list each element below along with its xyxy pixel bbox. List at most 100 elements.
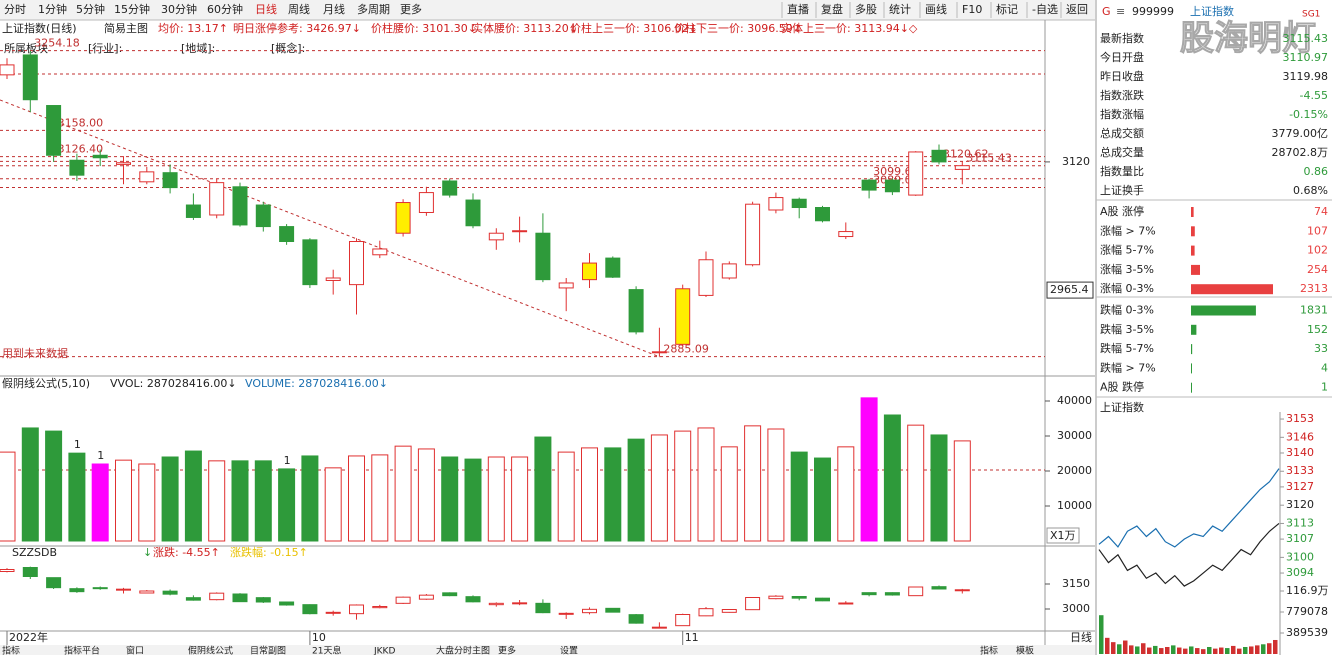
watermark: 股海明灯 — [1180, 19, 1316, 59]
tab[interactable]: 多股 — [855, 2, 877, 16]
volume-bar — [68, 452, 86, 542]
volume-bar — [907, 424, 925, 542]
tab[interactable]: 返回 — [1066, 3, 1088, 16]
quote-value: -0.15% — [1289, 108, 1328, 121]
candle-body — [582, 262, 597, 281]
sub-candle-body — [488, 602, 504, 606]
breadth-bar — [1191, 305, 1256, 316]
sub-candle-body — [745, 597, 761, 611]
sub-candle-body — [0, 569, 15, 572]
sub-candle-body — [372, 606, 388, 609]
candle-body — [255, 204, 271, 228]
x-tick-label: 11 — [685, 631, 699, 644]
tab[interactable]: 更多 — [400, 2, 422, 16]
tab[interactable]: 周线 — [288, 2, 310, 16]
volume-bar — [744, 425, 762, 542]
sector: [地域]: — [181, 42, 215, 55]
sub-candle-body — [512, 602, 528, 605]
quote-label: 指数涨跌 — [1100, 88, 1144, 102]
candle-body — [139, 171, 155, 183]
candle-body — [605, 257, 621, 278]
y-tick-label: 3107 — [1286, 532, 1314, 545]
volume-bar — [720, 446, 738, 542]
tab[interactable]: 30分钟 — [161, 2, 197, 16]
breadth-label: 涨幅 3-5% — [1100, 263, 1154, 276]
candle-body — [232, 186, 248, 226]
tab[interactable]: -自选 — [1032, 3, 1058, 16]
mini-volume-bar — [1183, 648, 1188, 654]
sub-candle-body — [675, 614, 691, 627]
quote-value: 0.68% — [1293, 184, 1328, 197]
tab[interactable]: 多周期 — [357, 2, 390, 16]
volume-bar — [464, 458, 482, 542]
candle-body — [931, 149, 947, 163]
template[interactable]: 简易主图 — [104, 21, 148, 35]
sub-candle-body — [418, 594, 434, 600]
breadth-count: 254 — [1307, 263, 1328, 276]
mini-volume-bar — [1129, 645, 1134, 654]
menu[interactable]: ≡ — [1116, 5, 1125, 18]
bottom-tab[interactable]: 设置 — [560, 646, 578, 655]
tab[interactable]: 分时 — [4, 3, 26, 16]
y-tick-label: 30000 — [1057, 429, 1092, 442]
mini-volume-bar — [1105, 637, 1110, 654]
bottom-tab[interactable]: 指标平台 — [64, 645, 100, 655]
y-tick-label: 3127 — [1286, 480, 1314, 493]
tab[interactable]: 15分钟 — [114, 2, 150, 16]
period-label: 日线 — [1070, 630, 1092, 644]
candle-body — [721, 263, 737, 279]
sub-candle-body — [349, 604, 364, 615]
tab[interactable]: 5分钟 — [76, 2, 105, 16]
quote-value: -4.55 — [1300, 89, 1328, 102]
x-tick-label: 10 — [312, 631, 326, 644]
bottom-tab[interactable]: 指标 — [980, 645, 998, 655]
tab[interactable]: 月线 — [323, 2, 345, 16]
tab[interactable]: 1分钟 — [38, 2, 67, 16]
breadth-count: 107 — [1307, 224, 1328, 237]
tab[interactable]: 统计 — [889, 3, 911, 16]
candle-body — [349, 241, 364, 286]
breadth-label: 涨幅 0-3% — [1100, 282, 1154, 295]
bottom-tab[interactable]: 21天息 — [312, 645, 341, 655]
volume-mark: 1 — [74, 438, 81, 451]
candle-body — [92, 154, 108, 159]
breadth-count: 1831 — [1300, 304, 1328, 317]
tab[interactable]: 复盘 — [821, 2, 843, 16]
mini-volume-bar — [1249, 646, 1254, 654]
y-tick-label: 3146 — [1286, 430, 1314, 443]
candle-body — [488, 232, 504, 241]
bottom-tab[interactable]: 指标 — [2, 645, 20, 655]
candle-body — [628, 289, 644, 333]
sub-candle-body — [628, 614, 644, 624]
sub-candle-body — [442, 592, 458, 597]
bottom-tab[interactable]: JKKD — [373, 647, 395, 655]
price-label: 3158.00 — [58, 116, 104, 129]
volume-header: 假阴线公式(5,10) — [2, 376, 90, 390]
quote-label: 最新指数 — [1100, 31, 1144, 45]
bottom-tab[interactable]: 目常副图 — [250, 645, 286, 655]
volume-bar — [511, 456, 529, 542]
sub-candle-body — [651, 626, 667, 629]
volume-bar — [627, 438, 645, 542]
bottom-tab[interactable]: 大盘分时主图 — [436, 645, 490, 655]
tab[interactable]: 画线 — [925, 2, 947, 16]
volume-bar — [581, 447, 598, 542]
mini-line — [1098, 522, 1280, 587]
tab[interactable]: 标记 — [996, 2, 1018, 16]
volume-bar — [301, 455, 319, 542]
tab[interactable]: 直播 — [787, 2, 809, 16]
unit-box — [1046, 527, 1080, 544]
mini-volume-bar — [1177, 647, 1182, 654]
bottom-tab[interactable]: 模板 — [1016, 645, 1034, 655]
volume-bar — [138, 463, 156, 542]
tab[interactable]: F10 — [962, 3, 982, 16]
bottom-tab[interactable]: 更多 — [498, 645, 516, 655]
sub-header: 涨跌幅: -0.15↑ — [230, 545, 308, 559]
bottom-tab[interactable]: 窗口 — [126, 645, 144, 655]
sub-candle-body — [162, 590, 178, 595]
bottom-tab[interactable]: 假阴线公式 — [188, 645, 233, 655]
tab[interactable]: 60分钟 — [207, 2, 243, 16]
sub-candle-body — [954, 589, 970, 592]
tab[interactable]: 日线 — [255, 2, 277, 16]
